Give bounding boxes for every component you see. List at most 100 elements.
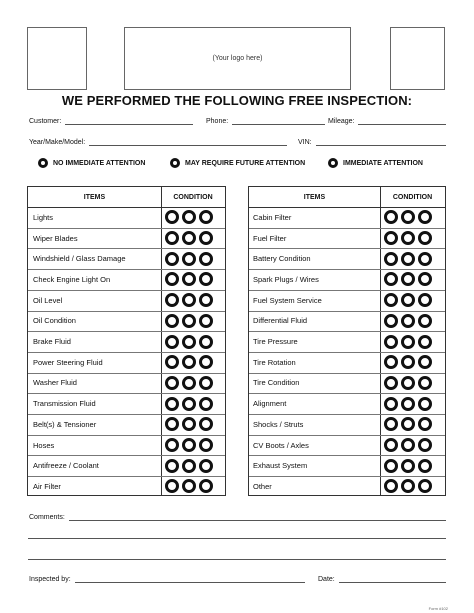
yellow-condition-circle[interactable] (182, 334, 196, 349)
mileage-field[interactable]: Mileage: (328, 116, 446, 125)
red-condition-circle[interactable] (199, 293, 213, 308)
green-condition-circle[interactable] (165, 231, 179, 246)
green-condition-circle[interactable] (384, 458, 398, 473)
yellow-condition-circle[interactable] (401, 438, 415, 453)
red-condition-circle[interactable] (199, 479, 213, 494)
yellow-condition-circle[interactable] (182, 438, 196, 453)
green-condition-circle[interactable] (384, 355, 398, 370)
comments-field[interactable]: Comments: (29, 512, 446, 521)
yellow-condition-circle[interactable] (401, 479, 415, 494)
phone-field[interactable]: Phone: (206, 116, 325, 125)
red-condition-circle[interactable] (418, 231, 432, 246)
red-condition-circle[interactable] (418, 334, 432, 349)
green-condition-circle[interactable] (384, 417, 398, 432)
green-condition-circle[interactable] (384, 251, 398, 266)
yellow-condition-circle[interactable] (401, 396, 415, 411)
green-condition-circle[interactable] (165, 210, 179, 225)
inspected-by-field[interactable]: Inspected by: (29, 574, 305, 583)
phone-line[interactable] (232, 116, 325, 125)
yellow-condition-circle[interactable] (401, 313, 415, 328)
yellow-condition-circle[interactable] (182, 210, 196, 225)
red-condition-circle[interactable] (418, 272, 432, 287)
green-condition-circle[interactable] (165, 334, 179, 349)
customer-line[interactable] (65, 116, 193, 125)
green-condition-circle[interactable] (384, 231, 398, 246)
yellow-condition-circle[interactable] (401, 355, 415, 370)
yellow-condition-circle[interactable] (182, 231, 196, 246)
yellow-condition-circle[interactable] (401, 293, 415, 308)
green-condition-circle[interactable] (384, 293, 398, 308)
green-condition-circle[interactable] (384, 479, 398, 494)
red-condition-circle[interactable] (418, 375, 432, 390)
green-condition-circle[interactable] (165, 396, 179, 411)
green-condition-circle[interactable] (165, 458, 179, 473)
yellow-condition-circle[interactable] (401, 272, 415, 287)
green-condition-circle[interactable] (384, 438, 398, 453)
yellow-condition-circle[interactable] (182, 293, 196, 308)
yellow-condition-circle[interactable] (401, 417, 415, 432)
date-field[interactable]: Date: (318, 574, 446, 583)
red-condition-circle[interactable] (199, 251, 213, 266)
green-condition-circle[interactable] (165, 313, 179, 328)
green-condition-circle[interactable] (165, 293, 179, 308)
yellow-condition-circle[interactable] (182, 458, 196, 473)
red-condition-circle[interactable] (199, 334, 213, 349)
green-condition-circle[interactable] (384, 313, 398, 328)
red-condition-circle[interactable] (199, 417, 213, 432)
green-condition-circle[interactable] (165, 438, 179, 453)
yellow-condition-circle[interactable] (182, 313, 196, 328)
red-condition-circle[interactable] (418, 313, 432, 328)
vin-field[interactable]: VIN: (298, 137, 446, 146)
red-condition-circle[interactable] (418, 251, 432, 266)
green-condition-circle[interactable] (165, 417, 179, 432)
yellow-condition-circle[interactable] (182, 355, 196, 370)
yellow-condition-circle[interactable] (182, 479, 196, 494)
green-condition-circle[interactable] (165, 251, 179, 266)
red-condition-circle[interactable] (418, 210, 432, 225)
red-condition-circle[interactable] (199, 272, 213, 287)
green-condition-circle[interactable] (384, 272, 398, 287)
yellow-condition-circle[interactable] (401, 334, 415, 349)
yellow-condition-circle[interactable] (182, 417, 196, 432)
yellow-condition-circle[interactable] (401, 251, 415, 266)
yellow-condition-circle[interactable] (401, 375, 415, 390)
green-condition-circle[interactable] (384, 210, 398, 225)
red-condition-circle[interactable] (418, 396, 432, 411)
green-condition-circle[interactable] (165, 272, 179, 287)
yellow-condition-circle[interactable] (182, 396, 196, 411)
yellow-condition-circle[interactable] (182, 251, 196, 266)
red-condition-circle[interactable] (418, 438, 432, 453)
green-condition-circle[interactable] (384, 334, 398, 349)
vin-line[interactable] (315, 137, 446, 146)
mileage-line[interactable] (358, 116, 446, 125)
yellow-condition-circle[interactable] (401, 458, 415, 473)
green-condition-circle[interactable] (384, 396, 398, 411)
comments-line-2[interactable] (28, 538, 446, 539)
date-line[interactable] (338, 574, 446, 583)
red-condition-circle[interactable] (418, 293, 432, 308)
green-condition-circle[interactable] (165, 375, 179, 390)
red-condition-circle[interactable] (418, 479, 432, 494)
year-make-model-line[interactable] (89, 137, 287, 146)
comments-line-3[interactable] (28, 559, 446, 560)
yellow-condition-circle[interactable] (182, 375, 196, 390)
yellow-condition-circle[interactable] (182, 272, 196, 287)
red-condition-circle[interactable] (199, 231, 213, 246)
red-condition-circle[interactable] (199, 396, 213, 411)
yellow-condition-circle[interactable] (401, 231, 415, 246)
green-condition-circle[interactable] (384, 375, 398, 390)
comments-line[interactable] (68, 512, 446, 521)
red-condition-circle[interactable] (418, 458, 432, 473)
red-condition-circle[interactable] (199, 313, 213, 328)
red-condition-circle[interactable] (199, 458, 213, 473)
green-condition-circle[interactable] (165, 355, 179, 370)
green-condition-circle[interactable] (165, 479, 179, 494)
red-condition-circle[interactable] (199, 210, 213, 225)
inspected-by-line[interactable] (74, 574, 305, 583)
red-condition-circle[interactable] (199, 438, 213, 453)
red-condition-circle[interactable] (199, 375, 213, 390)
red-condition-circle[interactable] (199, 355, 213, 370)
customer-field[interactable]: Customer: (29, 116, 193, 125)
red-condition-circle[interactable] (418, 355, 432, 370)
red-condition-circle[interactable] (418, 417, 432, 432)
